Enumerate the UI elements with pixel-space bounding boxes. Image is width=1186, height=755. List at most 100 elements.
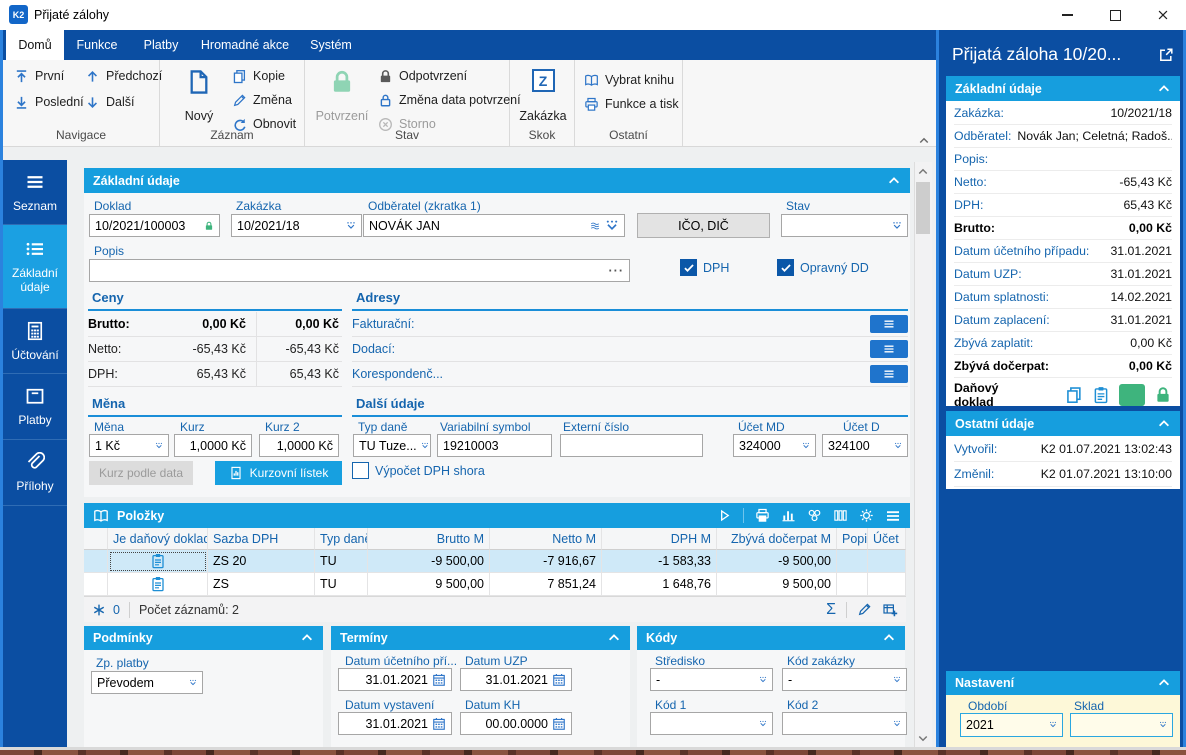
zakazka-field[interactable]: 10/2021/18	[231, 214, 362, 237]
play-icon[interactable]	[717, 508, 732, 523]
scroll-down-icon[interactable]	[917, 732, 929, 744]
sidebar-item-seznam[interactable]: Seznam	[3, 160, 67, 225]
minimize-button[interactable]	[1044, 0, 1090, 30]
first-button[interactable]: První	[14, 66, 64, 86]
combo-drop-icon[interactable]	[1045, 719, 1057, 731]
ico-dic-button[interactable]: IČO, DIČ	[637, 213, 770, 238]
tab-funkce[interactable]: Funkce	[76, 38, 118, 52]
functions-print-button[interactable]: Funkce a tisk	[584, 94, 679, 114]
chevron-up-icon[interactable]	[300, 631, 314, 645]
popis-field[interactable]: ···	[89, 259, 630, 282]
table-row[interactable]: ZS TU 9 500,00 7 851,24 1 648,76 9 500,0…	[84, 573, 906, 596]
green-status-square[interactable]	[1119, 384, 1145, 406]
vypocet-dph-checkbox[interactable]	[352, 462, 369, 479]
datum-uzp-field[interactable]: 31.01.2021	[460, 668, 572, 691]
copy-button[interactable]: Kopie	[232, 66, 285, 86]
datum-vystaveni-field[interactable]: 31.01.2021	[338, 712, 452, 735]
next-button[interactable]: Další	[85, 92, 134, 112]
close-button[interactable]	[1140, 0, 1186, 30]
asterisk-filter-icon[interactable]	[92, 603, 106, 617]
combo-drop-icon[interactable]	[888, 219, 902, 233]
dph-checkbox[interactable]	[680, 259, 697, 276]
panel-section-header-nastaveni[interactable]: Nastavení	[946, 671, 1180, 695]
doklad-field[interactable]: 10/2021/100003	[89, 214, 220, 237]
settings-gear-icon[interactable]	[859, 508, 874, 523]
col-netto-m[interactable]: Netto M	[490, 528, 602, 550]
change-confirm-date-button[interactable]: Změna data potvrzení	[378, 90, 521, 110]
calendar-icon[interactable]	[432, 716, 446, 731]
panel-section-header-ostatni[interactable]: Ostatní údaje	[946, 411, 1180, 436]
col-typ-dane[interactable]: Typ daně	[315, 528, 368, 550]
mena-field[interactable]: 1 Kč	[89, 434, 169, 457]
combo-drop-icon[interactable]	[798, 440, 810, 452]
calendar-icon[interactable]	[432, 672, 446, 687]
kod1-field[interactable]	[650, 712, 773, 735]
scroll-up-icon[interactable]	[917, 166, 929, 178]
section-header-podminky[interactable]: Podmínky	[84, 626, 323, 650]
address-menu-button[interactable]	[870, 315, 908, 333]
datum-kh-field[interactable]: 00.00.0000	[460, 712, 572, 735]
calendar-icon[interactable]	[552, 672, 566, 687]
edit-button[interactable]: Změna	[232, 90, 292, 110]
main-scrollbar[interactable]	[914, 162, 932, 747]
tab-hromadne-akce[interactable]: Hromadné akce	[200, 38, 290, 52]
address-menu-button[interactable]	[870, 365, 908, 383]
combo-drop-icon[interactable]	[151, 440, 163, 452]
col-ucet[interactable]: Účet	[868, 528, 906, 550]
panel-section-header-zakladni[interactable]: Základní údaje	[946, 76, 1180, 101]
combo-drop-icon[interactable]	[890, 440, 902, 452]
address-menu-button[interactable]	[870, 340, 908, 358]
sidebar-item-prilohy[interactable]: Přílohy	[3, 440, 67, 506]
typ-dane-field[interactable]: TU Tuze...	[353, 434, 431, 457]
menu-icon[interactable]	[885, 508, 901, 524]
col-sazba-dph[interactable]: Sazba DPH	[208, 528, 315, 550]
storno-button[interactable]: Storno	[378, 114, 436, 134]
kurz-field[interactable]: 1,0000 Kč	[174, 434, 252, 457]
combo-drop-icon[interactable]	[1155, 719, 1167, 731]
more-ellipsis-button[interactable]: ···	[608, 263, 624, 278]
chevron-up-icon[interactable]	[1157, 82, 1171, 96]
select-book-button[interactable]: Vybrat knihu	[584, 70, 674, 90]
ucet-md-field[interactable]: 324000	[733, 434, 816, 457]
sidebar-item-zakladni-udaje[interactable]: Základní údaje	[3, 225, 67, 309]
chevron-up-icon[interactable]	[1157, 676, 1171, 690]
kod-zakazky-field[interactable]: -	[782, 668, 907, 691]
zp-platby-field[interactable]: Převodem	[91, 671, 203, 694]
stav-field[interactable]	[781, 214, 908, 237]
external-link-icon[interactable]	[1158, 47, 1174, 63]
panel-divider[interactable]	[936, 30, 939, 747]
new-button[interactable]: Nový	[170, 65, 228, 123]
kurz2-field[interactable]: 1,0000 Kč	[259, 434, 339, 457]
add-table-icon[interactable]	[882, 602, 898, 618]
confirm-button[interactable]: Potvrzení	[313, 65, 371, 123]
gears-icon[interactable]	[807, 508, 822, 523]
variabilni-symbol-field[interactable]: 19210003	[437, 434, 552, 457]
chevron-up-icon[interactable]	[887, 174, 901, 188]
last-button[interactable]: Poslední	[14, 92, 84, 112]
printer-icon[interactable]	[755, 508, 770, 523]
stredisko-field[interactable]: -	[650, 668, 773, 691]
kurzovni-listek-button[interactable]: Kurzovní lístek	[215, 461, 342, 485]
maximize-button[interactable]	[1092, 0, 1138, 30]
sklad-field[interactable]	[1070, 713, 1173, 737]
tab-domu[interactable]: Domů	[6, 30, 64, 60]
chart-icon[interactable]	[781, 508, 796, 523]
datum-ucetniho-field[interactable]: 31.01.2021	[338, 668, 452, 691]
tab-platby[interactable]: Platby	[143, 38, 179, 52]
chevron-up-icon[interactable]	[882, 631, 896, 645]
odberatel-field[interactable]: NOVÁK JAN	[363, 214, 625, 237]
chevron-up-icon[interactable]	[607, 631, 621, 645]
combo-drop-icon[interactable]	[755, 674, 767, 686]
col-brutto-m[interactable]: Brutto M	[368, 528, 490, 550]
unconfirm-button[interactable]: Odpotvrzení	[378, 66, 467, 86]
combo-drop-icon[interactable]	[417, 440, 429, 452]
scrollbar-thumb[interactable]	[916, 182, 930, 234]
sidebar-item-platby[interactable]: Platby	[3, 374, 67, 440]
clipboard-icon[interactable]	[1092, 386, 1110, 404]
combo-drop-icon[interactable]	[889, 674, 901, 686]
stack-icon[interactable]	[586, 219, 600, 233]
sum-sigma-icon[interactable]: Σ	[826, 600, 836, 618]
combo-drop-icon[interactable]	[755, 718, 767, 730]
externi-cislo-field[interactable]	[560, 434, 703, 457]
combo-drop-icon[interactable]	[889, 718, 901, 730]
